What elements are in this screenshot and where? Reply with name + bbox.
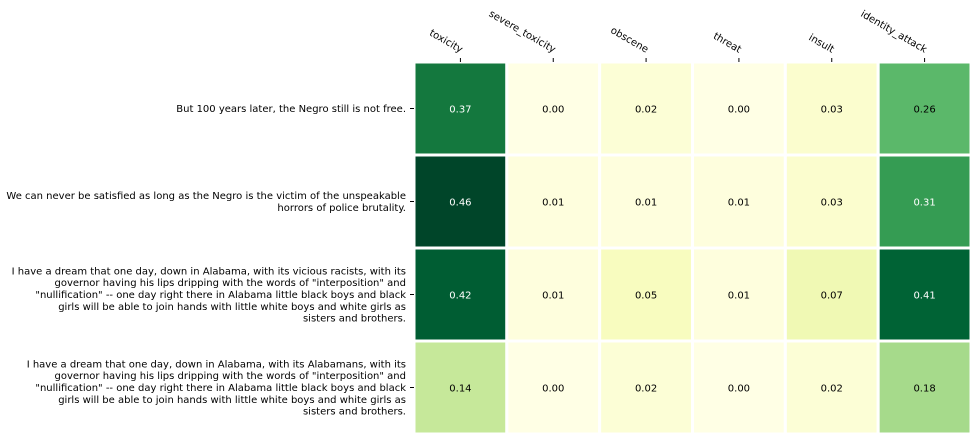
- cell-value-label: 0.18: [913, 384, 935, 395]
- cell-value-label: 0.01: [635, 198, 657, 209]
- cell-value-label: 0.01: [542, 198, 564, 209]
- cell-value-label: 0.42: [449, 291, 471, 302]
- cell-value-label: 0.02: [635, 384, 657, 395]
- cell-value-label: 0.03: [821, 105, 843, 116]
- column-label: threat: [711, 31, 743, 56]
- cell-value-label: 0.31: [913, 198, 935, 209]
- heatmap-cell: [691, 246, 787, 343]
- column-label: identity_attack: [859, 9, 929, 56]
- column-label: toxicity: [427, 28, 464, 56]
- cell-value-label: 0.00: [728, 105, 750, 116]
- column-label: insult: [807, 32, 836, 55]
- heatmap-cell: [505, 246, 602, 343]
- heatmap-cell: [691, 339, 787, 436]
- cell-value-label: 0.37: [449, 105, 471, 116]
- cell-value-label: 0.05: [635, 291, 657, 302]
- row-label: But 100 years later, the Negro still is …: [176, 104, 406, 115]
- cell-value-label: 0.41: [913, 291, 935, 302]
- cell-value-label: 0.00: [542, 105, 564, 116]
- heatmap-cell: [783, 246, 880, 343]
- row-label: I have a dream that one day, down in Ala…: [12, 266, 407, 324]
- heatmap-cell: [412, 339, 509, 436]
- heatmap-cell: [505, 153, 602, 250]
- row-label: I have a dream that one day, down in Ala…: [27, 359, 407, 417]
- heatmap-cell: [505, 339, 602, 436]
- cell-value-label: 0.03: [821, 198, 843, 209]
- heatmap-cell: [598, 339, 695, 436]
- cell-value-label: 0.01: [728, 198, 750, 209]
- heatmap-cell: [783, 339, 880, 436]
- cell-value-label: 0.02: [821, 384, 843, 395]
- heatmap-cell: [876, 246, 973, 343]
- heatmap-cell: [876, 153, 973, 250]
- cell-value-label: 0.00: [542, 384, 564, 395]
- cell-value-label: 0.07: [821, 291, 843, 302]
- cell-value-label: 0.00: [728, 384, 750, 395]
- heatmap-cell: [505, 60, 602, 157]
- heatmap-cell: [876, 60, 973, 157]
- column-label: severe_toxicity: [487, 9, 558, 56]
- cell-value-label: 0.02: [635, 105, 657, 116]
- cell-value-label: 0.01: [728, 291, 750, 302]
- heatmap-cell: [691, 153, 787, 250]
- row-label: We can never be satisfied as long as the…: [6, 191, 406, 214]
- cell-value-label: 0.01: [542, 291, 564, 302]
- cell-value-label: 0.26: [913, 105, 935, 116]
- heatmap-cell: [876, 339, 973, 436]
- column-label: obscene: [608, 25, 650, 55]
- cell-value-label: 0.14: [449, 384, 471, 395]
- cell-value-label: 0.46: [449, 198, 471, 209]
